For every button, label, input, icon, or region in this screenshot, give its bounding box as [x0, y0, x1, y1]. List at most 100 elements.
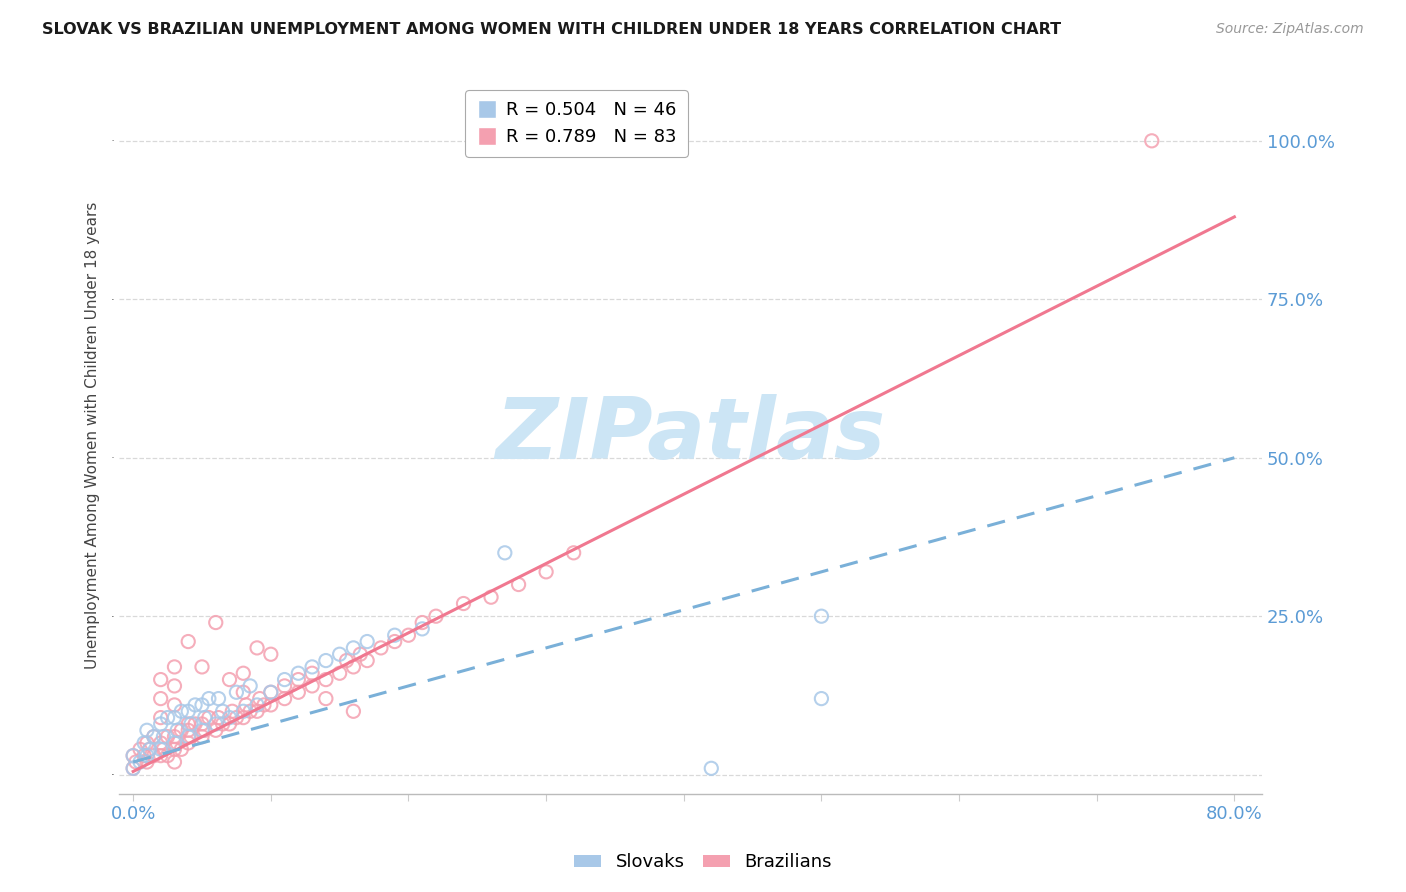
Point	[149, 748, 172, 763]
Point	[411, 615, 433, 630]
Point	[246, 698, 269, 712]
Point	[136, 723, 159, 738]
Point	[191, 698, 214, 712]
Point	[177, 704, 200, 718]
Point	[207, 711, 229, 725]
Point	[142, 748, 165, 763]
Point	[180, 730, 202, 744]
Legend: Slovaks, Brazilians: Slovaks, Brazilians	[567, 847, 839, 879]
Point	[191, 717, 214, 731]
Point	[163, 660, 186, 674]
Point	[315, 654, 337, 668]
Point	[122, 761, 145, 775]
Point	[177, 634, 200, 648]
Point	[156, 730, 179, 744]
Text: SLOVAK VS BRAZILIAN UNEMPLOYMENT AMONG WOMEN WITH CHILDREN UNDER 18 YEARS CORREL: SLOVAK VS BRAZILIAN UNEMPLOYMENT AMONG W…	[42, 22, 1062, 37]
Point	[700, 761, 723, 775]
Point	[138, 742, 160, 756]
Point	[129, 742, 152, 756]
Point	[184, 717, 207, 731]
Point	[191, 723, 214, 738]
Point	[163, 730, 186, 744]
Point	[260, 685, 283, 699]
Point	[534, 565, 557, 579]
Point	[211, 704, 233, 718]
Point	[301, 679, 323, 693]
Point	[191, 660, 214, 674]
Point	[562, 546, 585, 560]
Point	[218, 673, 240, 687]
Point	[384, 634, 406, 648]
Point	[194, 723, 217, 738]
Point	[166, 736, 188, 750]
Point	[177, 736, 200, 750]
Point	[198, 691, 221, 706]
Point	[287, 666, 309, 681]
Point	[166, 723, 188, 738]
Point	[129, 755, 152, 769]
Point	[152, 730, 174, 744]
Point	[273, 673, 295, 687]
Point	[349, 647, 371, 661]
Point	[156, 711, 179, 725]
Legend: R = 0.504   N = 46, R = 0.789   N = 83: R = 0.504 N = 46, R = 0.789 N = 83	[465, 90, 688, 157]
Point	[163, 736, 186, 750]
Point	[384, 628, 406, 642]
Point	[207, 691, 229, 706]
Point	[149, 711, 172, 725]
Point	[142, 730, 165, 744]
Point	[235, 698, 257, 712]
Point	[122, 748, 145, 763]
Point	[142, 730, 165, 744]
Point	[494, 546, 516, 560]
Point	[149, 691, 172, 706]
Point	[342, 640, 364, 655]
Point	[398, 628, 420, 642]
Text: Source: ZipAtlas.com: Source: ZipAtlas.com	[1216, 22, 1364, 37]
Point	[138, 742, 160, 756]
Point	[221, 704, 243, 718]
Point	[356, 634, 378, 648]
Point	[1140, 134, 1163, 148]
Point	[170, 723, 193, 738]
Point	[149, 742, 172, 756]
Point	[810, 609, 832, 624]
Point	[329, 666, 352, 681]
Point	[239, 679, 262, 693]
Point	[204, 723, 226, 738]
Point	[508, 577, 530, 591]
Point	[479, 590, 502, 604]
Point	[232, 666, 254, 681]
Point	[204, 615, 226, 630]
Point	[453, 597, 475, 611]
Point	[194, 711, 217, 725]
Point	[136, 748, 159, 763]
Point	[356, 654, 378, 668]
Point	[425, 609, 447, 624]
Point	[411, 622, 433, 636]
Point	[335, 654, 357, 668]
Point	[370, 640, 392, 655]
Point	[211, 717, 233, 731]
Point	[246, 704, 269, 718]
Point	[134, 736, 156, 750]
Point	[163, 711, 186, 725]
Point	[184, 698, 207, 712]
Point	[122, 748, 145, 763]
Point	[218, 717, 240, 731]
Point	[177, 730, 200, 744]
Point	[180, 717, 202, 731]
Point	[163, 755, 186, 769]
Point	[149, 673, 172, 687]
Point	[260, 647, 283, 661]
Point	[177, 717, 200, 731]
Point	[287, 685, 309, 699]
Point	[204, 717, 226, 731]
Point	[301, 660, 323, 674]
Point	[163, 679, 186, 693]
Point	[273, 691, 295, 706]
Point	[198, 711, 221, 725]
Point	[342, 660, 364, 674]
Point	[177, 723, 200, 738]
Point	[287, 673, 309, 687]
